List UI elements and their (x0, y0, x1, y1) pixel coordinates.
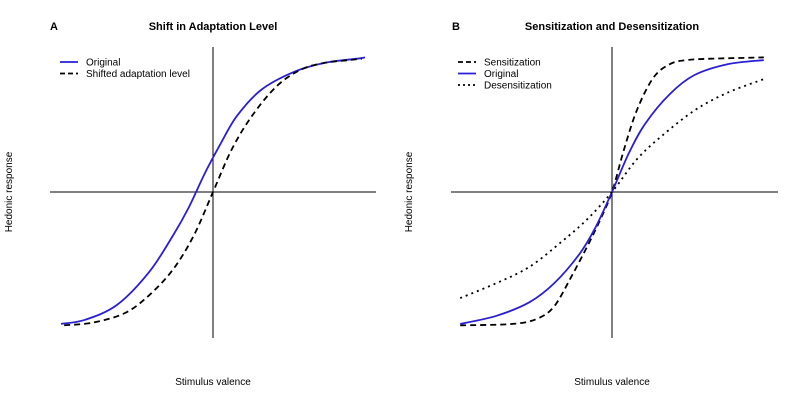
x-axis-label: Stimulus valence (175, 377, 251, 388)
legend-label: Shifted adaptation level (86, 69, 190, 80)
chart-title: Shift in Adaptation Level (149, 21, 278, 33)
legend-entry-original: Original (60, 58, 120, 69)
legend-entry-original: Original (458, 69, 518, 80)
panel-label: A (50, 21, 58, 33)
panel-b: B Sensitization and Desensitization Stim… (404, 21, 778, 388)
legend-entry-shifted-adaptation-level: Shifted adaptation level (60, 69, 190, 80)
series-lines (459, 56, 765, 327)
series-lines (60, 56, 366, 327)
legend-entry-sensitization: Sensitization (458, 58, 541, 69)
series-line-desensitization (459, 78, 765, 299)
chart-title: Sensitization and Desensitization (525, 21, 699, 33)
x-axis-label: Stimulus valence (574, 377, 650, 388)
y-axis-label: Hedonic response (4, 151, 15, 232)
legend-label: Desensitization (484, 81, 552, 92)
series-line-sensitization (460, 56, 764, 327)
y-axis-label: Hedonic response (404, 151, 415, 232)
panel-a: A Shift in Adaptation Level Stimulus val… (4, 21, 376, 388)
legend-label: Sensitization (484, 58, 541, 69)
legend-entry-desensitization: Desensitization (458, 81, 552, 92)
series-line-shifted-adaptation-level (64, 57, 362, 327)
legend-label: Original (86, 58, 120, 69)
legend-label: Original (484, 69, 518, 80)
panel-label: B (452, 21, 460, 33)
